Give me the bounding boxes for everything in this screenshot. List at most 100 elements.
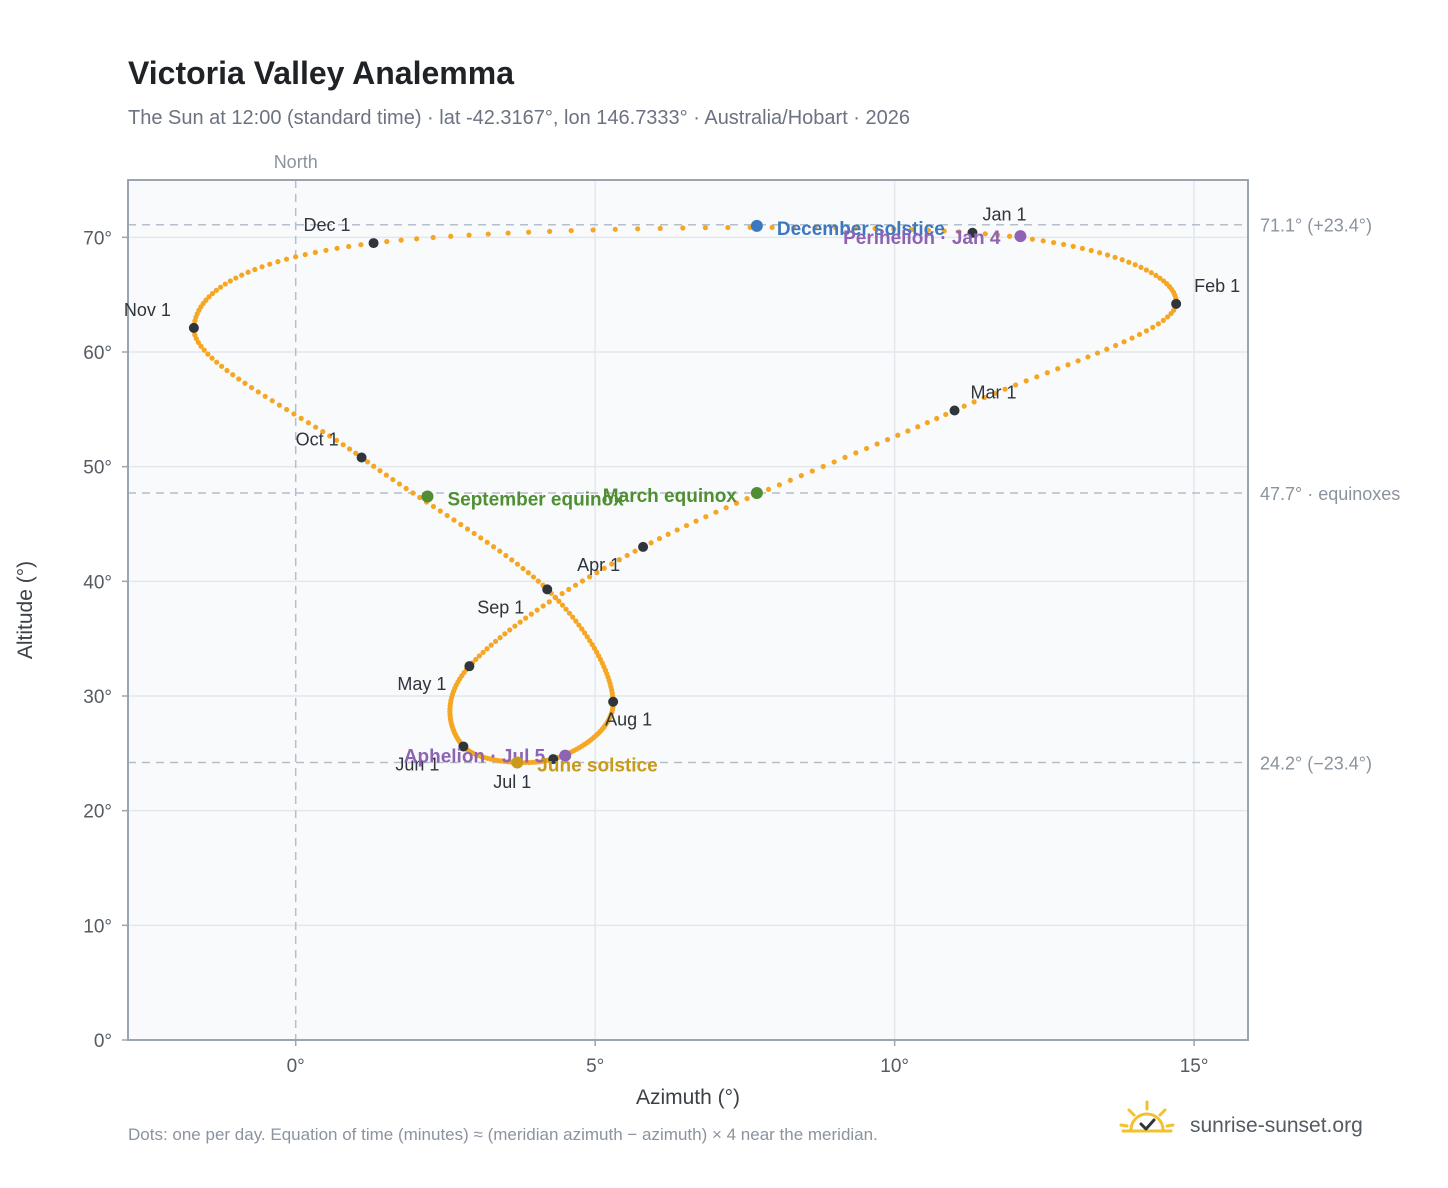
month-marker [548, 754, 559, 765]
daily-sun-dot [364, 459, 371, 465]
event-label: Aphelion · Jul 5 [404, 747, 546, 768]
month-label: Jun 1 [395, 754, 439, 774]
daily-sun-dot [579, 626, 585, 632]
event-label: June solstice [537, 756, 657, 777]
daily-sun-dot [905, 428, 911, 434]
daily-sun-dot [528, 611, 534, 617]
daily-sun-dot [895, 432, 901, 438]
daily-sun-dot [1079, 245, 1086, 252]
month-label: Jan 1 [982, 205, 1026, 225]
daily-sun-dot [488, 642, 494, 648]
daily-sun-dot [1051, 239, 1057, 246]
daily-sun-dot [657, 225, 663, 231]
daily-sun-dot [476, 653, 482, 659]
y-tick-label: 60° [83, 343, 112, 364]
daily-sun-dot [723, 505, 729, 511]
y-axis-label: Altitude (°) [14, 561, 37, 659]
daily-sun-dot [334, 245, 340, 251]
daily-sun-dot [323, 247, 329, 253]
daily-sun-dot [353, 450, 359, 456]
daily-sun-dot [298, 415, 304, 421]
daily-sun-dot [842, 454, 848, 460]
daily-sun-dot [812, 224, 818, 231]
daily-sun-dot [209, 355, 215, 361]
x-tick-label: 5° [586, 1056, 604, 1077]
daily-sun-dot [509, 557, 515, 563]
daily-sun-dot [1094, 350, 1101, 356]
daily-sun-dot [570, 614, 576, 620]
daily-sun-dot [414, 236, 420, 242]
daily-sun-dot [410, 490, 416, 496]
daily-sun-dot [471, 530, 477, 537]
x-tick-label: 15° [1180, 1056, 1209, 1077]
daily-sun-dot [863, 445, 870, 452]
daily-sun-dot [587, 574, 593, 580]
daily-sun-dot [853, 450, 859, 456]
daily-sun-dot [925, 227, 931, 233]
reference-line-label: 71.1° (+23.4°) [1260, 216, 1372, 236]
daily-sun-dot [312, 249, 318, 255]
daily-sun-dot [213, 287, 219, 293]
daily-sun-dot [1168, 310, 1174, 317]
daily-sun-dot [1061, 241, 1067, 248]
month-label: Dec 1 [304, 215, 351, 235]
daily-sun-dot [1113, 342, 1119, 349]
y-tick-label: 10° [83, 916, 112, 937]
daily-sun-dot [1055, 366, 1061, 372]
daily-sun-dot [703, 514, 709, 520]
daily-sun-dot [1153, 272, 1159, 279]
event-marker [559, 749, 572, 762]
daily-sun-dot [1136, 331, 1143, 338]
daily-sun-dot [224, 367, 230, 374]
daily-sun-dot [464, 526, 471, 532]
month-marker [1171, 298, 1182, 309]
y-tick-label: 50° [83, 458, 112, 479]
month-marker [356, 452, 367, 463]
daily-sun-dot [547, 228, 553, 234]
daily-sun-dot [346, 243, 352, 250]
daily-sun-dot [275, 259, 281, 265]
daily-sun-dot [590, 227, 596, 233]
daily-sun-dot [683, 522, 690, 529]
daily-sun-dot [587, 638, 593, 644]
daily-sun-dot [1164, 314, 1171, 320]
daily-sun-dot [526, 229, 532, 235]
daily-sun-dot [566, 610, 573, 616]
daily-sun-dot [1129, 335, 1135, 341]
footer-note: Dots: one per day. Equation of time (min… [128, 1125, 878, 1144]
month-label: Aug 1 [605, 710, 652, 730]
daily-sun-dot [934, 415, 940, 422]
daily-sun-dot [573, 618, 579, 624]
daily-sun-dot [466, 232, 472, 238]
daily-sun-dot [437, 508, 443, 514]
y-tick-label: 40° [83, 572, 112, 593]
month-label: Sep 1 [477, 597, 524, 617]
daily-sun-dot [198, 343, 204, 349]
month-marker [464, 661, 475, 672]
daily-sun-dot [371, 463, 377, 469]
daily-sun-dot [1029, 236, 1036, 242]
daily-sun-dot [473, 656, 479, 663]
daily-sun-dot [1065, 362, 1071, 368]
daily-sun-dot [702, 225, 709, 231]
reference-lines: 71.1° (+23.4°) 47.7° · equinoxes 24.2° (−2… [128, 216, 1400, 774]
daily-sun-dot [853, 225, 859, 231]
daily-sun-dot [591, 645, 598, 651]
daily-sun-dot [248, 384, 255, 391]
daily-sun-dot [284, 406, 290, 413]
event-marker [421, 490, 434, 503]
month-label: May 1 [397, 674, 446, 694]
y-tick-label: 70° [83, 228, 112, 249]
daily-sun-dot [992, 390, 998, 396]
daily-sun-dot [444, 512, 450, 519]
daily-sun-dot [1157, 275, 1163, 281]
daily-sun-dot [1013, 382, 1019, 388]
daily-sun-dot [497, 548, 503, 554]
x-axis-label: Azimuth (°) [636, 1086, 740, 1109]
daily-sun-dot [1150, 324, 1156, 330]
daily-sun-dot [616, 557, 622, 563]
daily-sun-dot [333, 437, 340, 443]
daily-sun-dot [525, 570, 531, 576]
daily-sun-dot [981, 394, 987, 401]
